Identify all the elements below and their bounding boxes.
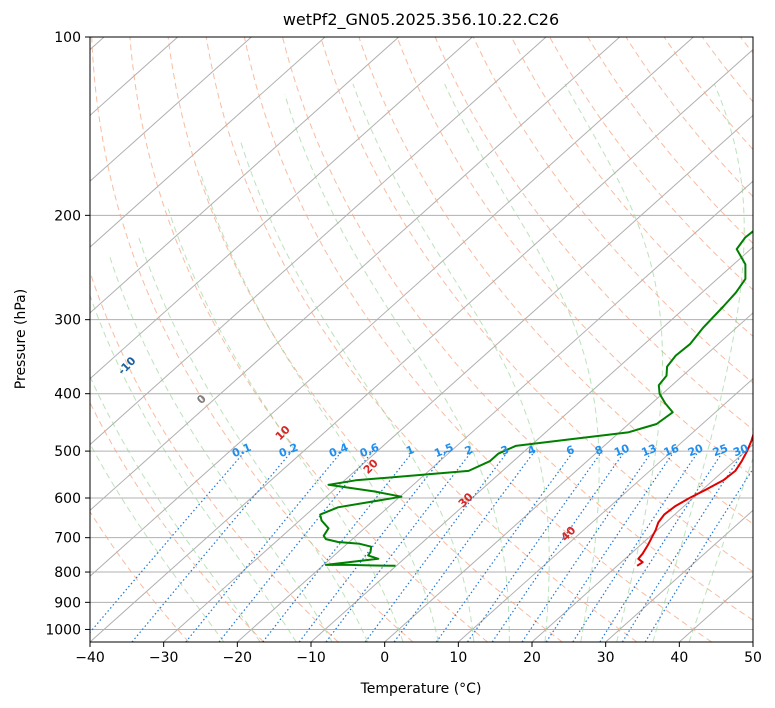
grid-layer (90, 37, 753, 642)
mixing-ratio-line (90, 450, 246, 634)
dry-adiabat (434, 37, 753, 431)
isotherm (90, 37, 252, 182)
dry-adiabat (663, 37, 753, 151)
moist-adiabat (90, 375, 261, 642)
y-tick-label: 500 (54, 444, 81, 460)
y-tick-label: 1000 (45, 622, 81, 638)
x-axis-label: Temperature (°C) (360, 681, 482, 697)
x-tick-label: 10 (449, 650, 467, 666)
mixing-ratio-line (599, 450, 724, 642)
y-axis-label: Pressure (hPa) (13, 289, 29, 389)
mixing-ratio-label: 30 (731, 441, 750, 459)
x-tick-label: 50 (744, 650, 762, 666)
isotherm (90, 37, 694, 577)
y-tick-label: 100 (54, 30, 81, 46)
dry-adiabat (511, 37, 753, 338)
dry-adiabat (320, 37, 753, 573)
plot-frame (89, 36, 754, 643)
moist-adiabat (167, 208, 404, 642)
tick-layer: −40 −30 −20 −10 0 10 20 30 40 50 100 200 300 400 500 60… (45, 30, 762, 666)
isotherm (90, 37, 621, 512)
isotherm (90, 37, 473, 380)
isotherm (605, 509, 753, 642)
data-layer (319, 230, 753, 567)
x-tick-label: 0 (380, 650, 389, 666)
moist-adiabat (109, 256, 333, 642)
mixing-ratio-label: 1 (404, 443, 416, 458)
isotherm (90, 37, 547, 446)
mixing-ratio-label: 2 (463, 443, 475, 458)
mixing-ratio-line (393, 450, 536, 642)
y-tick-label: 200 (54, 208, 81, 224)
dry-adiabat (129, 37, 488, 642)
isotherm (163, 114, 753, 642)
mixing-ratio-line (262, 450, 414, 642)
y-tick-label: 600 (54, 491, 81, 507)
isotherm (531, 443, 753, 642)
mixing-ratio-label: 13 (640, 442, 659, 460)
moist-adiabat (564, 83, 663, 642)
isotherm (90, 48, 753, 642)
mixing-ratio-line (218, 450, 374, 642)
mixing-ratio-label: 20 (686, 441, 705, 459)
chart-title: wetPf2_GN05.2025.356.10.22.C26 (283, 10, 559, 30)
x-tick-label: −40 (75, 650, 105, 666)
moist-adiabat (137, 233, 369, 642)
y-tick-label: 400 (54, 387, 81, 403)
dry-adiabat (282, 37, 753, 621)
moist-adiabat (444, 83, 600, 642)
moist-adiabat (90, 293, 297, 642)
x-tick-label: −10 (296, 650, 326, 666)
mixing-ratio-line (325, 450, 473, 642)
plot-background (90, 37, 753, 642)
isotherm (90, 37, 400, 314)
moist-adiabat (652, 83, 745, 642)
dry-adiabat (205, 37, 638, 642)
mixing-ratio-line (621, 450, 745, 642)
x-tick-label: 30 (597, 650, 615, 666)
mixing-ratio-line (644, 467, 753, 642)
y-tick-label: 300 (54, 313, 81, 329)
mixing-ratio-label: 16 (662, 441, 681, 459)
moist-adiabat (240, 141, 475, 642)
moist-adiabat (284, 94, 510, 642)
y-tick-label: 700 (54, 531, 81, 547)
isotherm (458, 378, 753, 642)
mixing-ratio-label: 10 (612, 441, 631, 459)
y-tick-label: 900 (54, 595, 81, 611)
x-tick-label: −30 (149, 650, 179, 666)
mixing-ratio-line (467, 450, 603, 642)
x-tick-label: 40 (670, 650, 688, 666)
moist-adiabat (90, 442, 225, 642)
y-tick-label: 800 (54, 565, 81, 581)
x-tick-label: 20 (523, 650, 541, 666)
mixing-ratio-line (435, 450, 575, 642)
mixing-ratio-line (491, 450, 626, 642)
dry-adiabat (587, 37, 753, 245)
dewpoint-profile-line (319, 230, 753, 567)
dry-adiabat (396, 37, 753, 478)
dry-adiabat (358, 37, 753, 525)
moist-adiabat (352, 83, 550, 642)
temperature-profile-line (636, 432, 753, 567)
dry-adiabat (90, 401, 264, 642)
mixing-ratio-line (131, 450, 293, 642)
isotherm (384, 312, 753, 642)
mixing-ratio-line (185, 450, 343, 642)
isotherm (90, 37, 326, 248)
mixing-ratio-line (298, 450, 448, 642)
mixing-ratio-label: 3 (499, 443, 511, 458)
x-tick-label: −20 (223, 650, 253, 666)
mixing-ratio-label: 8 (593, 443, 605, 458)
isotherm (237, 180, 753, 642)
mixing-ratio-label: 25 (711, 442, 730, 460)
dry-adiabat (91, 37, 414, 642)
mixing-ratio-line (521, 450, 653, 642)
